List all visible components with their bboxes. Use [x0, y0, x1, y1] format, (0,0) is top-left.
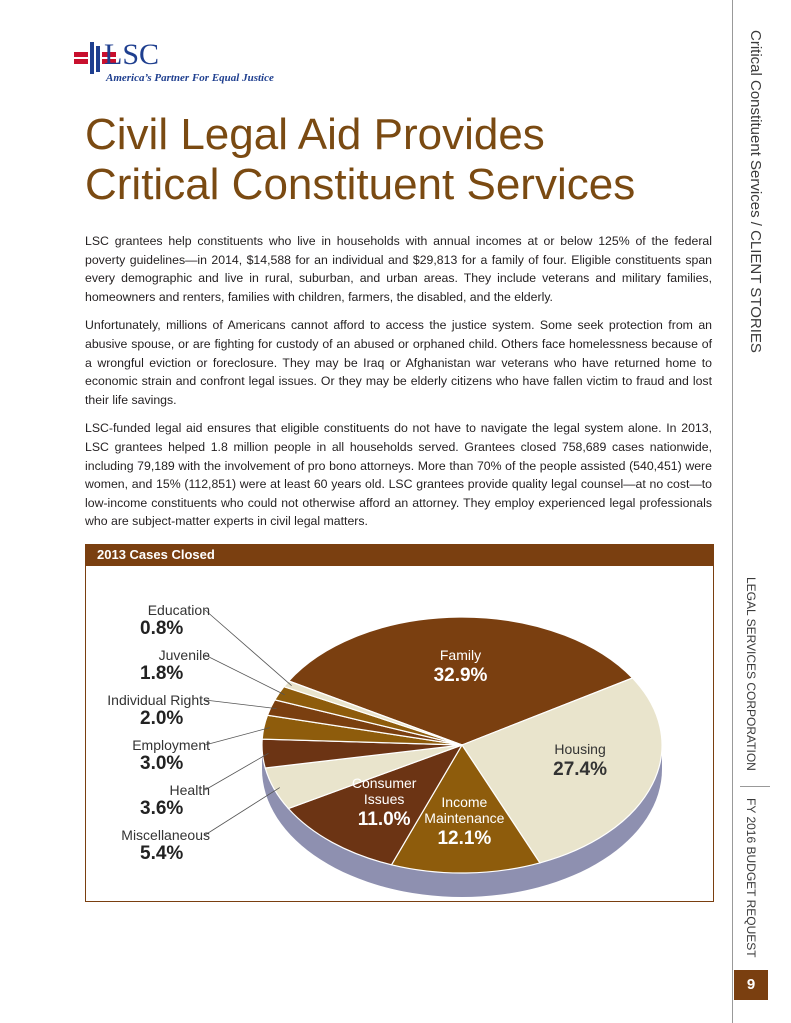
slice-value: 32.9% [433, 664, 488, 686]
page-number: 9 [734, 970, 768, 1000]
slice-label: Consumer Issues [351, 775, 417, 808]
slice-value: 3.6% [140, 798, 184, 819]
slice-label: Income Maintenance [424, 793, 505, 826]
sidebar-divider [740, 786, 770, 787]
sidebar-report: FY 2016 BUDGET REQUEST [744, 798, 758, 958]
leader-line [204, 609, 292, 686]
title-line: Civil Legal Aid Provides [85, 110, 545, 159]
slice-label: Housing [554, 741, 606, 758]
chart-title: 2013 Cases Closed [85, 544, 714, 566]
sidebar-org: LEGAL SERVICES CORPORATION [744, 577, 758, 771]
slice-label: Miscellaneous [121, 827, 210, 843]
slice-value: 11.0% [357, 809, 411, 831]
title-line: Critical Constituent Services [85, 160, 636, 209]
slice-value: 12.1% [437, 827, 492, 849]
slice-value: 3.0% [140, 753, 184, 774]
leader-line [204, 654, 285, 696]
paragraph: LSC-funded legal aid ensures that eligib… [85, 421, 712, 529]
slice-value: 2.0% [140, 708, 184, 729]
leader-line [204, 787, 280, 836]
pie-slice [282, 680, 463, 746]
leader-line [204, 752, 269, 791]
slice-value: 0.8% [140, 618, 184, 639]
slice-label: Education [147, 602, 210, 618]
slice-label: Health [169, 782, 210, 798]
logo-mark: LSC [104, 38, 160, 71]
pie-slice [287, 616, 634, 746]
body-text: LSC grantees help constituents who live … [85, 232, 712, 541]
slice-label: Family [439, 646, 482, 663]
slice-label: Individual Rights [107, 692, 210, 708]
title: Civil Legal Aid Provides Critical Consti… [85, 110, 635, 210]
logo-tagline: America’s Partner For Equal Justice [106, 72, 274, 84]
logo-icon [74, 42, 116, 74]
slice-value: 1.8% [140, 663, 184, 684]
slice-label: Employment [132, 737, 210, 753]
leader-line [204, 699, 277, 710]
pie-slice [390, 743, 541, 874]
sidebar-rule [732, 0, 733, 1023]
paragraph: LSC grantees help constituents who live … [85, 234, 712, 304]
sidebar-section: Critical Constituent Services / CLIENT S… [747, 30, 764, 353]
pie-slice [287, 743, 464, 866]
slice-label: Juvenile [158, 647, 210, 663]
leader-line [204, 727, 271, 746]
paragraph: Unfortunately, millions of Americans can… [85, 318, 712, 407]
slice-value: 5.4% [140, 843, 184, 864]
pie-slice [461, 677, 663, 864]
slice-value: 27.4% [553, 759, 608, 781]
